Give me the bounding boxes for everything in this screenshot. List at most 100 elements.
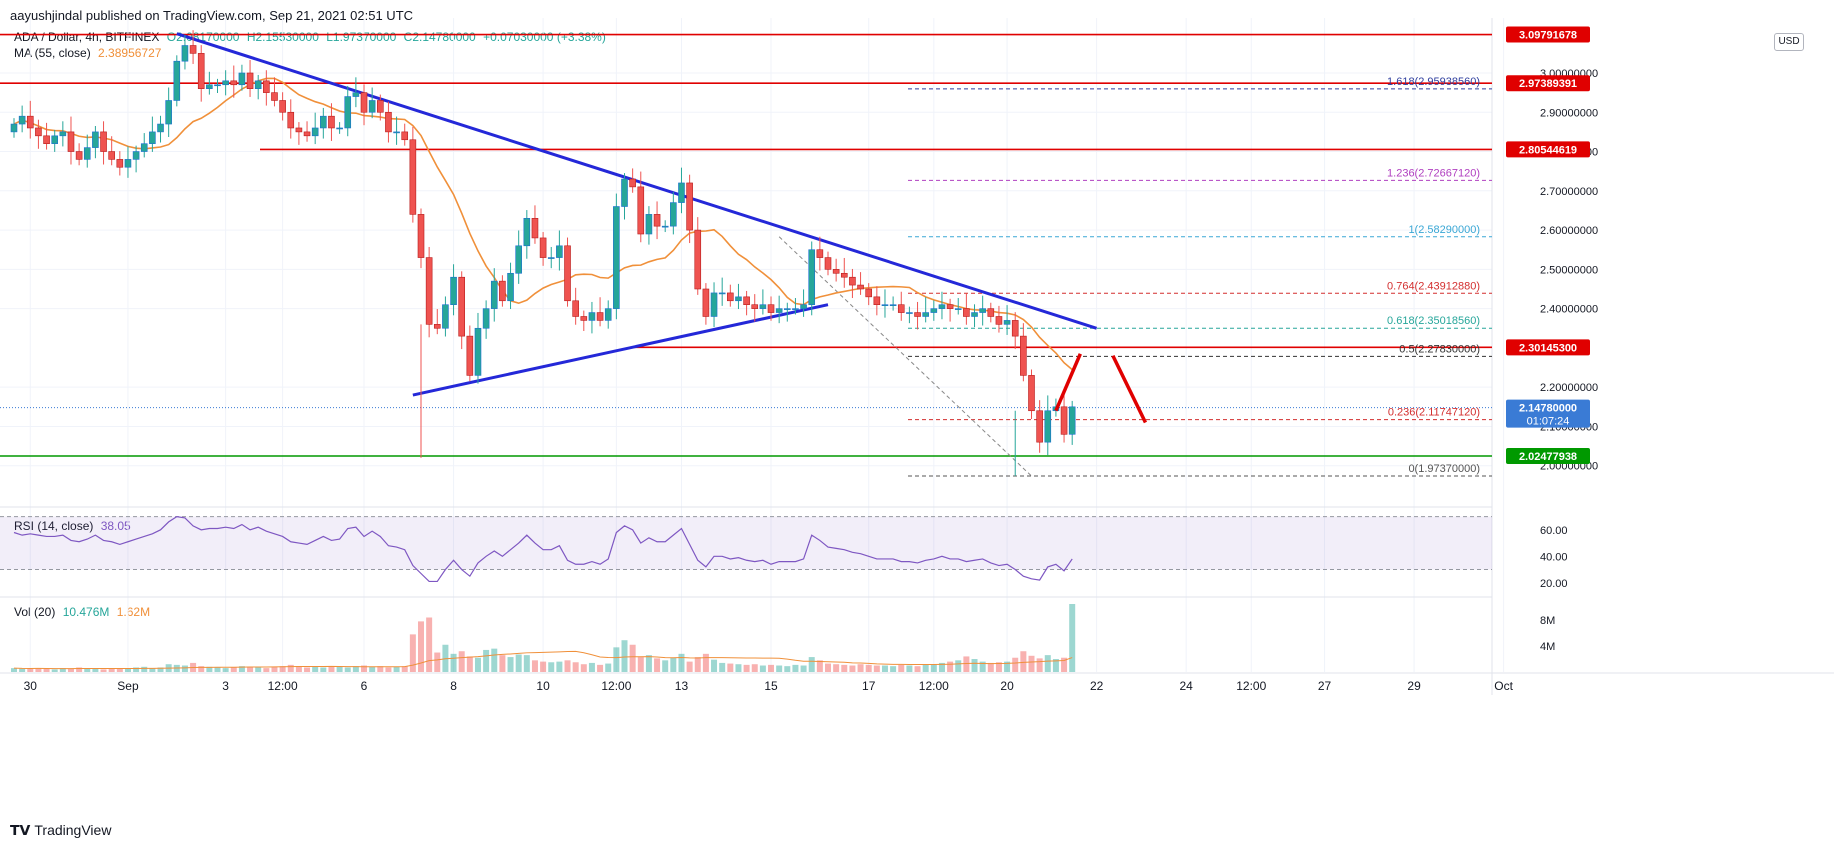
volume-label: Vol (20): [14, 605, 56, 619]
candle-body: [743, 296, 750, 306]
volume-bar: [987, 662, 994, 672]
volume-bar: [548, 662, 555, 672]
volume-bar: [27, 668, 34, 672]
candle-body: [824, 257, 832, 270]
volume-bar: [255, 667, 262, 672]
volume-bar: [898, 664, 905, 672]
rsi-label: RSI (14, close): [14, 519, 94, 533]
volume-bar: [776, 665, 783, 672]
volume-bar: [605, 663, 612, 672]
price-tag: [1506, 75, 1590, 92]
fib-level-label: 0.764(2.43912880): [1387, 280, 1480, 292]
candle-body: [588, 312, 596, 321]
volume-bar: [808, 657, 815, 672]
fib-level-label: 1.236(2.72667120): [1387, 167, 1480, 179]
time-tick-label: 24: [1179, 679, 1193, 693]
candle-body: [710, 292, 718, 317]
candle-body: [482, 308, 490, 329]
volume-bar: [686, 661, 693, 672]
volume-pane: 8M 4M: [11, 604, 1555, 672]
candle-body: [238, 72, 246, 86]
candle-body: [1011, 320, 1019, 337]
candle-body: [206, 84, 213, 89]
candle-body: [661, 225, 669, 228]
volume-bar: [629, 644, 636, 672]
volume-bar: [499, 655, 506, 672]
candle-body: [914, 312, 921, 317]
volume-bar: [230, 667, 237, 672]
fib-level-label: 0.5(2.27830000): [1399, 343, 1480, 355]
fib-level-label: 1(2.58290000): [1408, 224, 1480, 236]
candle-body: [613, 206, 620, 309]
volume-bar: [768, 664, 775, 672]
fib-level-label: 1.618(2.95938560): [1387, 76, 1480, 88]
time-tick-label: Sep: [117, 679, 139, 693]
candle-body: [979, 308, 986, 313]
candle-body: [539, 237, 547, 258]
tradingview-logo[interactable]: 𝗧𝗩 TradingView: [10, 822, 111, 839]
volume-bar: [784, 666, 791, 672]
ma-value: 2.38956727: [98, 46, 162, 60]
chart-canvas[interactable]: 1.618(2.95938560) 1.236(2.72667120) 1(2.58…: [0, 0, 1834, 818]
candle-body: [181, 45, 189, 62]
volume-bar: [344, 667, 351, 672]
time-tick-label: 13: [675, 679, 689, 693]
pane-backgrounds: [0, 18, 1834, 695]
volume-bar: [833, 664, 840, 672]
moving-average: [13, 77, 1073, 371]
volume-bar: [523, 655, 530, 672]
publish-header: aayushjindal published on TradingView.co…: [10, 8, 414, 23]
price-tag: [1506, 141, 1590, 158]
time-tick-label: 20: [1000, 679, 1014, 693]
candle-body: [393, 131, 400, 134]
candle-body: [474, 327, 482, 376]
candle-body: [718, 292, 726, 295]
volume-bar: [312, 666, 319, 672]
candle-body: [759, 304, 767, 309]
volume-bar: [434, 652, 441, 672]
fib-level-label: 0(1.97370000): [1408, 463, 1480, 475]
price-tick-label: 2.20000000: [1540, 382, 1598, 394]
candle-body: [702, 288, 710, 317]
volume-bar: [287, 664, 294, 672]
volume-bar: [507, 657, 514, 672]
candle-body: [246, 72, 254, 89]
currency-button[interactable]: USD: [1774, 33, 1804, 51]
candle-body: [376, 100, 384, 113]
volume-bar: [906, 665, 913, 672]
time-tick-label: 8: [450, 679, 457, 693]
volume-bar: [385, 667, 392, 672]
candle-body: [832, 269, 840, 274]
candle-body: [433, 324, 441, 329]
volume-bar: [377, 666, 384, 672]
volume-bar: [320, 667, 327, 672]
candle-body: [727, 292, 734, 302]
annotations: [1054, 353, 1148, 424]
candle-body: [987, 308, 995, 317]
volume-bar: [873, 665, 880, 672]
volume-bar: [719, 662, 726, 672]
rsi-tick-label: 60.00: [1540, 525, 1568, 537]
candle-body: [360, 92, 368, 113]
volume-bar: [572, 662, 579, 672]
volume-tick-label: 4M: [1540, 641, 1555, 653]
volume-bar: [149, 668, 156, 672]
volume-bar: [369, 666, 376, 672]
candle-body: [67, 131, 75, 152]
price-tag-label: 2.14780000: [1519, 403, 1577, 415]
candle-body: [197, 53, 205, 89]
volume-legend: Vol (20) 10.476M 1.62M: [14, 605, 154, 619]
volume-bar: [59, 668, 66, 672]
volume-bar: [450, 653, 457, 672]
volume-bar: [426, 617, 433, 672]
candle-body: [10, 123, 18, 133]
candle-body: [670, 202, 677, 227]
candle-body: [531, 217, 539, 239]
time-tick-label: 22: [1090, 679, 1104, 693]
volume-bar: [222, 668, 229, 672]
volume-bar: [1004, 661, 1011, 672]
candle-body: [116, 159, 124, 168]
volume-bar: [133, 667, 140, 672]
candle-body: [783, 308, 791, 310]
volume-bar: [621, 640, 628, 672]
